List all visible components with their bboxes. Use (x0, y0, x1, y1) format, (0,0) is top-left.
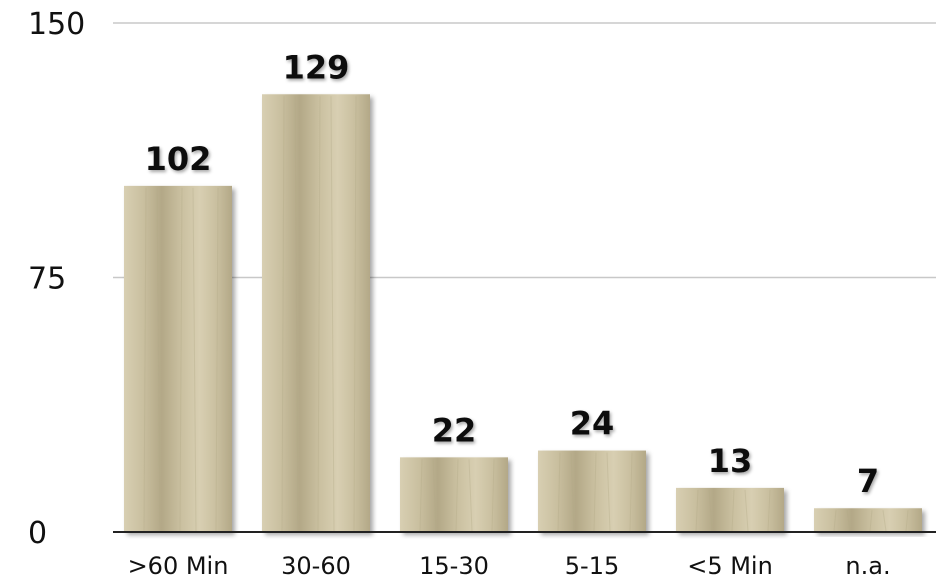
data-label: 129 (283, 48, 350, 86)
bar (676, 487, 784, 532)
x-axis-ticks: >60 Min 30-60 15-30 5-15 <5 Min n.a. (128, 552, 891, 580)
bar-grain (833, 510, 837, 532)
bar-rect (676, 487, 784, 532)
bar-grain (708, 489, 713, 532)
bar-grain (468, 459, 473, 532)
data-labels: 102 129 22 24 13 7 (145, 48, 880, 500)
bar-grain (846, 510, 851, 532)
bar-grain (629, 452, 633, 532)
x-tick-label: n.a. (845, 552, 890, 580)
data-label: 22 (432, 411, 477, 449)
bar-grain (905, 510, 909, 532)
bar-grain (882, 510, 887, 532)
x-tick-label: <5 Min (687, 552, 773, 580)
data-label: 7 (857, 462, 879, 500)
bar-grain (192, 187, 197, 532)
y-axis-ticks: 0 75 150 (28, 7, 85, 551)
bar-rect (814, 508, 922, 532)
x-tick-label: 30-60 (281, 552, 351, 580)
bar-grain (731, 489, 735, 532)
bar-grain (317, 96, 321, 532)
bar (124, 185, 232, 532)
bar-grain (294, 96, 299, 532)
bar-grain (179, 187, 183, 532)
bar-grain (744, 489, 749, 532)
x-tick-label: 15-30 (419, 552, 489, 580)
bar (538, 450, 646, 532)
bar-grain (557, 452, 561, 532)
bar (814, 508, 922, 532)
bar-grain (869, 510, 873, 532)
bar-grain (143, 187, 147, 532)
data-label: 24 (570, 405, 615, 443)
data-label: 102 (145, 140, 212, 178)
y-tick-label: 75 (28, 262, 66, 297)
bar-grain (491, 459, 495, 532)
x-tick-label: 5-15 (565, 552, 619, 580)
bar (262, 94, 370, 532)
bar-grain (767, 489, 771, 532)
bar-grain (281, 96, 285, 532)
y-tick-label: 150 (28, 7, 85, 42)
bar-rect (538, 450, 646, 532)
bar (400, 457, 508, 532)
bars (124, 94, 922, 532)
bar-grain (455, 459, 459, 532)
bar-grain (156, 187, 161, 532)
bar-grain (570, 452, 575, 532)
bar-rect (124, 185, 232, 532)
bar-grain (593, 452, 597, 532)
x-tick-label: >60 Min (128, 552, 229, 580)
bar-rect (262, 94, 370, 532)
y-tick-label: 0 (28, 516, 47, 551)
bar-grain (432, 459, 437, 532)
bar-grain (330, 96, 335, 532)
bar-grain (606, 452, 611, 532)
gridlines (113, 22, 936, 279)
bar-grain (695, 489, 699, 532)
bar-grain (353, 96, 357, 532)
bar-grain (215, 187, 219, 532)
bar-grain (419, 459, 423, 532)
data-label: 13 (708, 442, 753, 480)
bar-rect (400, 457, 508, 532)
